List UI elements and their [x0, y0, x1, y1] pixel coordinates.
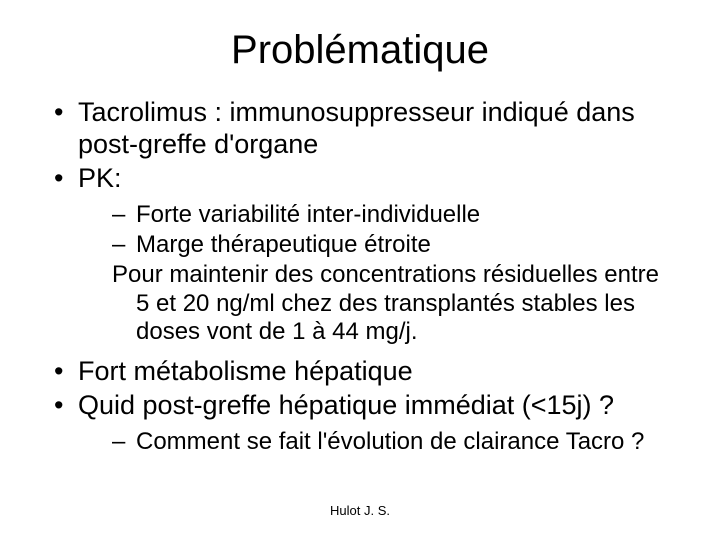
sub-bullet-item: Pour maintenir des concentrations résidu… — [78, 261, 672, 346]
bullet-item: Tacrolimus : immunosuppresseur indiqué d… — [48, 97, 672, 161]
sub-bullet-list: Comment se fait l'évolution de clairance… — [78, 428, 672, 456]
bullet-text: Quid post-greffe hépatique immédiat (<15… — [78, 390, 614, 420]
sub-bullet-list: Forte variabilité inter-individuelle Mar… — [78, 201, 672, 347]
slide-title: Problématique — [48, 28, 672, 73]
bullet-text: Tacrolimus : immunosuppresseur indiqué d… — [78, 97, 635, 159]
sub-bullet-text-cont: 5 et 20 ng/ml chez des transplantés stab… — [112, 290, 672, 347]
bullet-item: Quid post-greffe hépatique immédiat (<15… — [48, 390, 672, 456]
sub-bullet-item: Comment se fait l'évolution de clairance… — [78, 428, 672, 456]
sub-bullet-item: Forte variabilité inter-individuelle — [78, 201, 672, 229]
sub-bullet-text: Forte variabilité inter-individuelle — [136, 201, 480, 228]
sub-bullet-text: Comment se fait l'évolution de clairance… — [136, 428, 644, 455]
bullet-list: Tacrolimus : immunosuppresseur indiqué d… — [48, 97, 672, 456]
sub-bullet-item: Marge thérapeutique étroite — [78, 231, 672, 259]
bullet-text: Fort métabolisme hépatique — [78, 356, 413, 386]
bullet-text: PK: — [78, 163, 122, 193]
sub-bullet-text: Pour maintenir des concentrations résidu… — [112, 261, 659, 288]
footer-author: Hulot J. S. — [0, 503, 720, 518]
sub-bullet-text: Marge thérapeutique étroite — [136, 231, 431, 258]
bullet-item: PK: Forte variabilité inter-individuelle… — [48, 163, 672, 346]
slide: Problématique Tacrolimus : immunosuppres… — [0, 0, 720, 540]
bullet-item: Fort métabolisme hépatique — [48, 356, 672, 388]
